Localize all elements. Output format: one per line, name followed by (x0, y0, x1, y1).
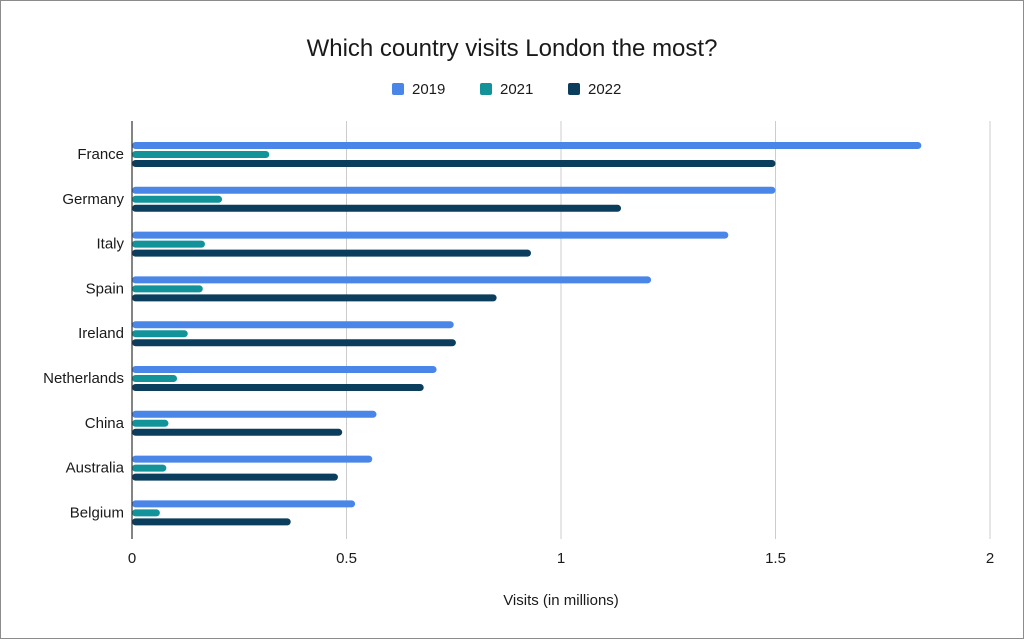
x-tick-labels: 0 0.5 1 1.5 2 (128, 550, 994, 567)
bar-2019-france (132, 142, 922, 149)
category-label: Belgium (70, 504, 124, 521)
x-tick-label: 0.5 (336, 550, 357, 567)
bar-2019-australia (132, 455, 373, 463)
bar-2021-ireland (132, 330, 188, 338)
chart-title: Which country visits London the most? (307, 35, 718, 62)
legend-label: 2022 (588, 81, 621, 98)
bar-2019-spain (132, 276, 652, 284)
legend: 2019 2021 2022 (392, 81, 621, 98)
bar-2022-germany (132, 204, 622, 212)
category-label: Spain (86, 280, 124, 297)
y-tick-labels: France Germany Italy Spain Ireland Netherland… (43, 146, 125, 521)
bar-2022-italy (132, 249, 531, 257)
bar-2021-germany (132, 195, 223, 203)
bar-2021-china (132, 419, 169, 427)
category-label: China (85, 415, 125, 432)
category-label: Italy (96, 236, 124, 253)
bar-2022-spain (132, 294, 497, 302)
category-label: Netherlands (43, 370, 124, 387)
bar-2022-ireland (132, 339, 456, 347)
bar-2019-netherlands (132, 366, 437, 373)
bar-2019-belgium (132, 500, 356, 508)
bar-2022-belgium (132, 518, 291, 526)
bar-2021-belgium (132, 509, 160, 517)
bars (132, 142, 922, 526)
bar-2019-china (132, 410, 377, 418)
legend-swatch-2021 (480, 83, 492, 95)
legend-label: 2021 (500, 81, 533, 98)
category-label: Germany (62, 191, 124, 208)
legend-swatch-2019 (392, 83, 404, 95)
gridlines (346, 121, 991, 539)
x-tick-label: 1.5 (765, 550, 786, 567)
x-tick-label: 0 (128, 550, 136, 567)
bar-2022-china (132, 428, 343, 436)
bar-2021-italy (132, 240, 205, 248)
bar-2019-italy (132, 231, 729, 239)
bar-2021-australia (132, 464, 167, 472)
bar-2019-germany (132, 186, 776, 194)
category-label: France (77, 146, 124, 163)
bar-2021-netherlands (132, 375, 178, 382)
x-tick-label: 1 (557, 550, 565, 567)
bar-2021-france (132, 151, 270, 158)
category-label: Australia (66, 460, 125, 477)
legend-swatch-2022 (568, 83, 580, 95)
legend-label: 2019 (412, 81, 445, 98)
bar-2021-spain (132, 285, 203, 293)
bar-2022-australia (132, 473, 338, 481)
category-label: Ireland (78, 325, 124, 342)
bar-2019-ireland (132, 321, 454, 329)
x-tick-label: 2 (986, 550, 994, 567)
bar-2022-france (132, 160, 776, 167)
bar-2022-netherlands (132, 384, 424, 391)
x-axis-title: Visits (in millions) (503, 592, 619, 609)
